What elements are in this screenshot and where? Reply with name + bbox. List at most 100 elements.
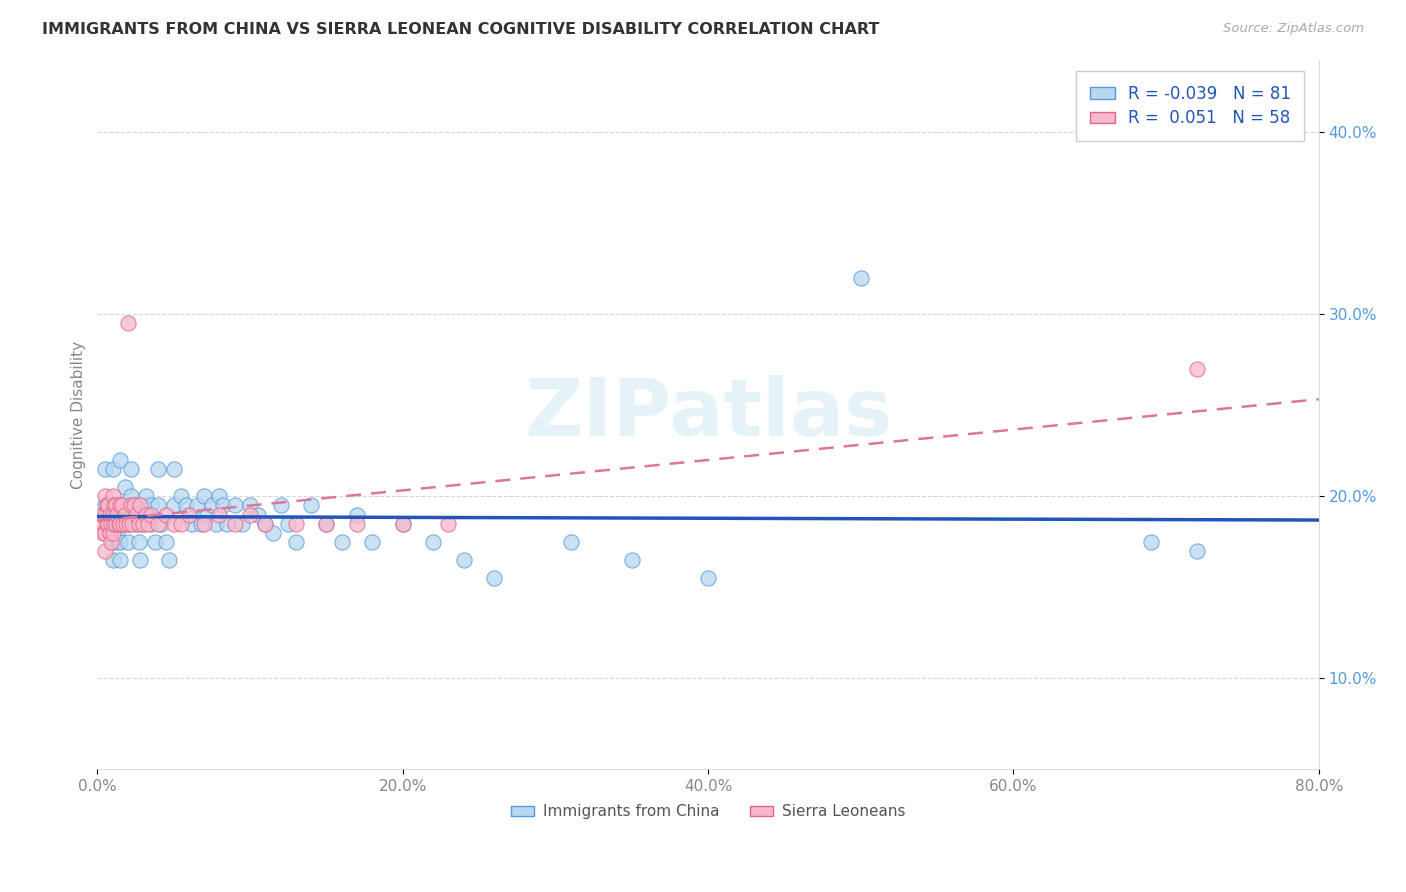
Point: [170, 516, 193, 531]
Point: [104, 516, 127, 531]
Point: [101, 462, 124, 476]
Point: [422, 534, 444, 549]
Point: [277, 516, 299, 531]
Point: [224, 499, 246, 513]
Point: [1185, 362, 1208, 376]
Point: [103, 499, 125, 513]
Point: [115, 516, 138, 531]
Point: [208, 508, 231, 522]
Point: [181, 516, 204, 531]
Point: [155, 534, 177, 549]
Point: [211, 499, 233, 513]
Point: [262, 525, 284, 540]
Point: [101, 508, 124, 522]
Point: [254, 516, 277, 531]
Text: ZIPatlas: ZIPatlas: [524, 376, 893, 453]
Point: [136, 516, 159, 531]
Point: [104, 499, 127, 513]
Point: [101, 553, 124, 567]
Point: [128, 534, 150, 549]
Point: [121, 516, 143, 531]
Point: [110, 453, 132, 467]
Point: [177, 508, 200, 522]
Point: [98, 508, 121, 522]
Point: [110, 553, 132, 567]
Point: [135, 489, 157, 503]
Point: [174, 499, 197, 513]
Point: [231, 516, 253, 531]
Point: [103, 516, 125, 531]
Point: [560, 534, 582, 549]
Point: [93, 516, 115, 531]
Point: [1139, 534, 1161, 549]
Point: [98, 525, 121, 540]
Point: [104, 516, 127, 531]
Point: [315, 516, 337, 531]
Point: [114, 480, 136, 494]
Point: [1185, 544, 1208, 558]
Point: [620, 553, 643, 567]
Point: [697, 571, 720, 585]
Point: [148, 499, 170, 513]
Point: [110, 516, 132, 531]
Point: [177, 508, 200, 522]
Point: [94, 508, 117, 522]
Point: [136, 508, 159, 522]
Point: [849, 271, 872, 285]
Point: [193, 489, 215, 503]
Point: [163, 499, 186, 513]
Point: [124, 499, 146, 513]
Point: [155, 508, 177, 522]
Point: [195, 508, 218, 522]
Point: [104, 499, 127, 513]
Point: [217, 516, 239, 531]
Point: [94, 462, 117, 476]
Point: [93, 525, 115, 540]
Point: [437, 516, 460, 531]
Point: [117, 516, 139, 531]
Point: [129, 553, 152, 567]
Point: [94, 499, 117, 513]
Y-axis label: Cognitive Disability: Cognitive Disability: [72, 341, 86, 489]
Point: [110, 499, 132, 513]
Point: [112, 516, 135, 531]
Point: [330, 534, 353, 549]
Point: [111, 499, 134, 513]
Point: [96, 499, 118, 513]
Point: [139, 516, 162, 531]
Point: [110, 534, 132, 549]
Point: [157, 553, 180, 567]
Point: [201, 499, 224, 513]
Point: [110, 499, 132, 513]
Point: [114, 508, 136, 522]
Point: [107, 534, 129, 549]
Point: [94, 489, 117, 503]
Point: [193, 516, 215, 531]
Point: [96, 516, 118, 531]
Point: [284, 516, 307, 531]
Point: [299, 499, 322, 513]
Point: [132, 499, 155, 513]
Point: [120, 499, 142, 513]
Point: [135, 508, 157, 522]
Point: [101, 516, 124, 531]
Point: [100, 516, 122, 531]
Point: [101, 525, 124, 540]
Point: [128, 516, 150, 531]
Point: [101, 534, 124, 549]
Point: [94, 525, 117, 540]
Point: [110, 516, 132, 531]
Point: [484, 571, 506, 585]
Point: [132, 516, 155, 531]
Point: [122, 499, 145, 513]
Point: [117, 317, 139, 331]
Point: [124, 516, 146, 531]
Point: [346, 516, 368, 531]
Point: [150, 516, 173, 531]
Point: [129, 499, 152, 513]
Point: [163, 516, 186, 531]
Point: [346, 508, 368, 522]
Text: Source: ZipAtlas.com: Source: ZipAtlas.com: [1223, 22, 1364, 36]
Point: [239, 499, 262, 513]
Point: [391, 516, 413, 531]
